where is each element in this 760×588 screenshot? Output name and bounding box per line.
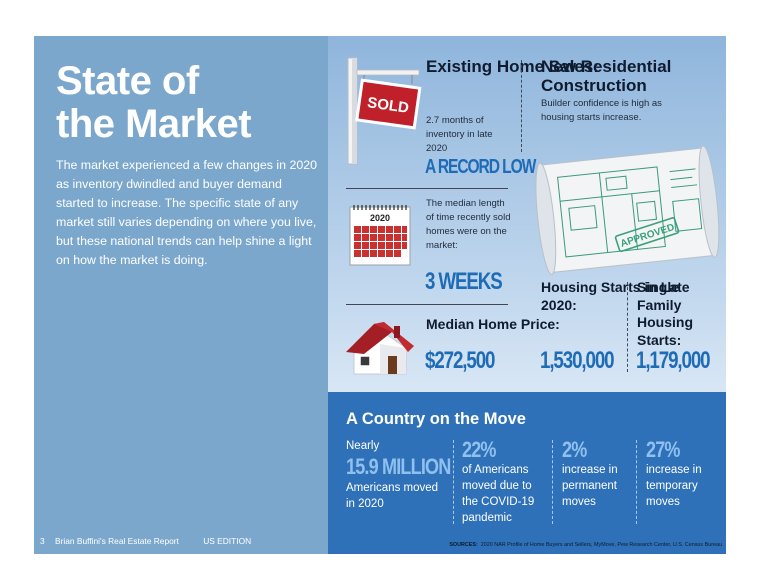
housing-starts-title: Housing Starts in Late 2020: [541, 279, 690, 313]
stat-col-4-big: 27% [646, 437, 680, 462]
edition-label: US EDITION [203, 536, 252, 546]
stat-col-2-big: 22% [462, 437, 496, 462]
stat-col-3-big: 2% [562, 437, 587, 462]
stat-col-4: 27% increase in temporary moves [646, 438, 722, 510]
house-icon [346, 322, 414, 375]
stat-col-1: Nearly 15.9 MILLION Americans moved in 2… [346, 438, 451, 512]
stat-col-2: 22% of Americans moved due to the COVID-… [462, 438, 552, 526]
country-on-the-move-band: A Country on the Move Nearly 15.9 MILLIO… [328, 392, 726, 554]
stat-col-2-text: of Americans moved due to the COVID-19 p… [462, 464, 535, 524]
single-family-title: Single Family Housing Starts: [637, 279, 693, 348]
stat-col-4-text: increase in temporary moves [646, 464, 702, 508]
right-panel: SOLD Existing Home Sales: 2.7 months of … [328, 36, 726, 554]
stat-col-3-text: increase in permanent moves [562, 464, 618, 508]
median-price-title: Median Home Price: [426, 316, 560, 332]
sources-label: SOURCES: [449, 542, 478, 548]
title-line-1: State of [56, 59, 199, 103]
sources-text: 2020 NAR Profile of Home Buyers and Sell… [480, 542, 722, 548]
band-divider [552, 440, 553, 524]
intro-paragraph: The market experienced a few changes in … [56, 158, 318, 267]
left-panel: State of the Market The market experienc… [34, 36, 328, 554]
page-number: 3 [40, 536, 45, 546]
existing-home-sales-desc: 2.7 months of inventory in late 2020 [426, 115, 493, 154]
column-divider [627, 282, 628, 372]
band-divider [453, 440, 454, 524]
blueprint-icon: APPROVED [535, 145, 720, 276]
single-family-value: 1,179,000 [636, 347, 711, 374]
page-footer: 3 Brian Buffini's Real Estate Report US … [40, 536, 251, 546]
median-time-value: 3 WEEKS [425, 268, 503, 295]
sold-sign-text: SOLD [366, 94, 410, 117]
band-title: A Country on the Move [346, 410, 526, 428]
new-construction-desc: Builder confidence is high as housing st… [541, 98, 662, 123]
sold-sign-icon: SOLD [347, 57, 422, 165]
housing-starts-value: 1,530,000 [540, 347, 615, 374]
page-title: State of the Market [56, 59, 252, 146]
stat-col-1-big: 15.9 MILLION [346, 454, 451, 479]
existing-home-sales-title: Existing Home Sales: [426, 57, 599, 76]
report-name: Brian Buffini's Real Estate Report [55, 536, 179, 546]
band-divider [636, 440, 637, 524]
stat-col-3: 2% increase in permanent moves [562, 438, 636, 510]
stat-col-1-pre: Nearly [346, 440, 380, 452]
column-divider [521, 60, 522, 152]
report-page: State of the Market The market experienc… [34, 36, 726, 554]
calendar-year: 2020 [370, 213, 390, 223]
title-line-2: the Market [56, 102, 252, 146]
section-divider [346, 304, 508, 305]
median-price-value: $272,500 [425, 347, 495, 374]
section-divider [346, 188, 508, 189]
median-time-desc: The median length of time recently sold … [426, 198, 511, 251]
sources-line: SOURCES: 2020 NAR Profile of Home Buyers … [449, 542, 722, 548]
existing-home-sales-highlight: A RECORD LOW [425, 156, 536, 178]
calendar-icon: 2020 [349, 205, 411, 266]
stat-col-1-text: Americans moved in 2020 [346, 482, 439, 510]
new-construction-title: New Residential Construction [541, 57, 672, 95]
